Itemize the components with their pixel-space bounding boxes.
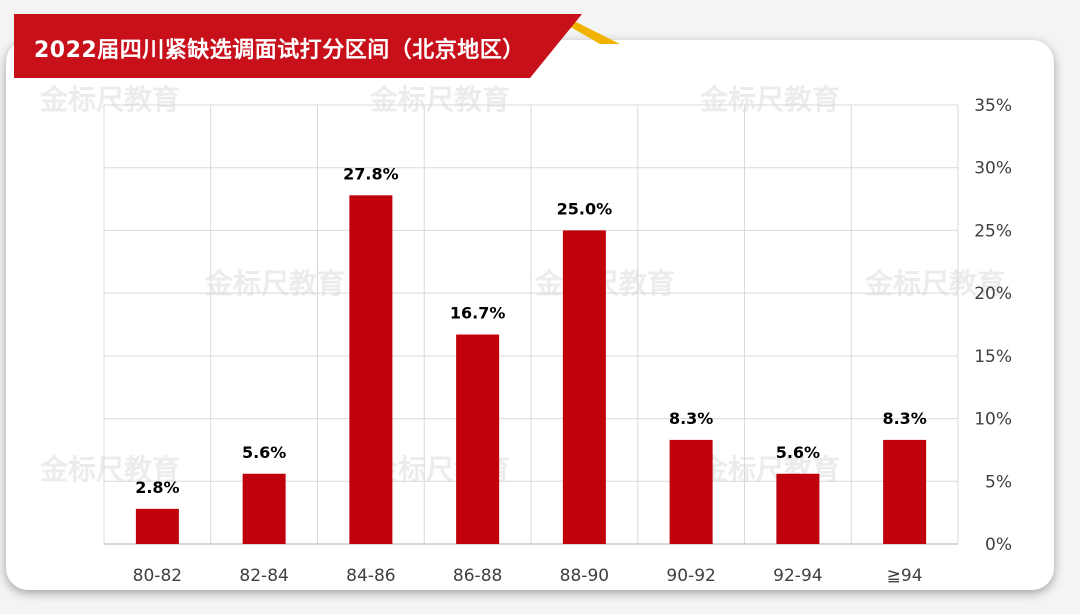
data-label: 8.3% xyxy=(669,409,713,428)
x-tick-label: 88-90 xyxy=(560,566,609,586)
gridlines xyxy=(103,104,959,545)
data-label: 25.0% xyxy=(557,199,613,218)
chart-title: 2022届四川紧缺选调面试打分区间（北京地区） xyxy=(34,38,525,63)
y-tick-label: 0% xyxy=(985,535,1012,555)
banner-main xyxy=(14,14,582,78)
chart-card xyxy=(6,40,1054,590)
data-label: 16.7% xyxy=(450,304,506,323)
bar xyxy=(242,473,286,544)
bar xyxy=(456,334,500,544)
x-tick-label: 92-94 xyxy=(773,566,822,586)
x-tick-label: 82-84 xyxy=(239,566,288,586)
x-tick-label: 80-82 xyxy=(133,566,182,586)
bar xyxy=(135,508,179,544)
y-tick-label: 35% xyxy=(974,96,1012,116)
y-tick-label: 30% xyxy=(974,159,1012,179)
data-label: 27.8% xyxy=(343,164,399,183)
title-banner xyxy=(14,14,620,78)
y-axis-labels: 0% 5% 10% 15% 20% 25% 30% 35% xyxy=(974,96,1012,555)
y-tick-label: 5% xyxy=(985,472,1012,492)
y-tick-label: 20% xyxy=(974,284,1012,304)
x-tick-label: ≧94 xyxy=(887,566,923,586)
bar xyxy=(669,439,713,544)
bar xyxy=(776,473,820,544)
y-tick-label: 10% xyxy=(974,410,1012,430)
data-label: 8.3% xyxy=(882,409,926,428)
data-label: 2.8% xyxy=(135,478,179,497)
bar xyxy=(883,439,927,544)
x-tick-label: 90-92 xyxy=(666,566,715,586)
bar xyxy=(349,195,393,544)
x-tick-label: 86-88 xyxy=(453,566,502,586)
data-label: 5.6% xyxy=(776,443,820,462)
x-tick-label: 84-86 xyxy=(346,566,395,586)
bar xyxy=(562,230,606,544)
data-labels: 2.8% 5.6% 27.8% 16.7% 25.0% 8.3% 5.6% 8.3% xyxy=(135,164,927,497)
y-tick-label: 15% xyxy=(974,347,1012,367)
x-axis-labels: 80-82 82-84 84-86 86-88 88-90 90-92 92-94 ≧94 xyxy=(133,566,923,586)
bars xyxy=(135,195,927,544)
y-tick-label: 25% xyxy=(974,221,1012,241)
data-label: 5.6% xyxy=(242,443,286,462)
